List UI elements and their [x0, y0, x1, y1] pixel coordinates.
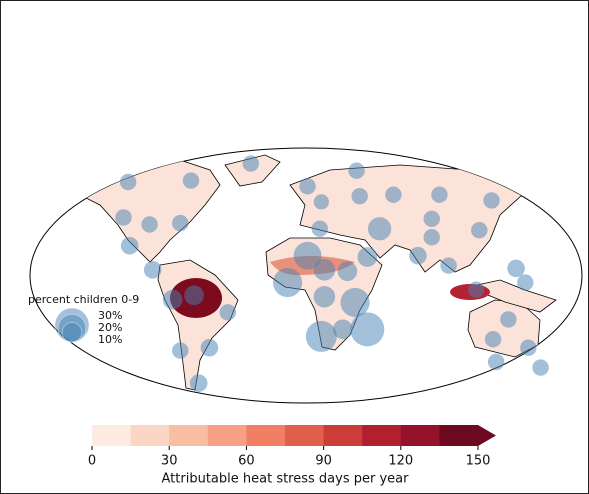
- colorbar-extend: [478, 425, 496, 446]
- colorbar-tick-label: 90: [315, 454, 332, 469]
- bubble: [500, 311, 517, 328]
- colorbar-bin: [246, 425, 286, 446]
- legend-label: 20%: [98, 321, 122, 334]
- colorbar-bin: [400, 425, 440, 446]
- bubble: [172, 214, 189, 232]
- bubble: [350, 312, 385, 347]
- bubble: [385, 186, 402, 203]
- bubble: [423, 210, 440, 228]
- colorbar-tick-label: 30: [161, 454, 178, 469]
- colorbar-tick-label: 0: [88, 454, 96, 469]
- bubble: [119, 173, 137, 191]
- bubble: [184, 285, 204, 306]
- bubble: [484, 331, 502, 348]
- bubble: [162, 289, 183, 310]
- bubble: [313, 259, 336, 281]
- bubble: [332, 319, 353, 340]
- colorbar-tick-label: 150: [466, 454, 491, 469]
- bubble: [305, 320, 337, 352]
- bubble: [189, 374, 208, 392]
- bubble: [351, 187, 368, 205]
- bubble: [487, 353, 505, 371]
- bubble: [313, 285, 336, 308]
- bubble: [182, 172, 200, 189]
- legend-bubble: [61, 321, 83, 343]
- bubble: [423, 229, 440, 246]
- bubble: [467, 281, 485, 298]
- bubble: [532, 359, 549, 376]
- size-legend: 30%20%10%: [54, 307, 122, 346]
- bubble: [471, 221, 488, 239]
- bubble: [115, 209, 132, 226]
- bubble: [409, 246, 427, 265]
- colorbar-bin: [285, 425, 325, 446]
- colorbar-tick-label: 60: [238, 454, 255, 469]
- bubble: [357, 247, 378, 267]
- colorbar-tick-label: 120: [388, 454, 413, 469]
- legend-title: percent children 0-9: [28, 293, 139, 306]
- bubble: [293, 241, 322, 270]
- bubble: [337, 261, 358, 282]
- colorbar-bin: [439, 425, 479, 446]
- bubble: [483, 192, 500, 209]
- bubble: [340, 287, 370, 317]
- bubble: [517, 274, 534, 291]
- bubble: [200, 338, 219, 357]
- colorbar-label: Attributable heat stress days per year: [162, 472, 410, 487]
- bubble: [348, 162, 365, 179]
- bubble: [299, 178, 316, 195]
- colorbar-bin: [362, 425, 402, 446]
- colorbar-bin: [207, 425, 247, 446]
- maritime-asia: [466, 279, 557, 313]
- legend-label: 30%: [98, 309, 122, 322]
- bubble: [141, 216, 158, 233]
- bubble: [273, 268, 303, 298]
- colorbar-bin: [92, 425, 132, 446]
- bubble: [440, 257, 457, 274]
- legend-label: 10%: [98, 333, 122, 346]
- bubble: [120, 236, 139, 255]
- colorbar-bin: [323, 425, 363, 446]
- bubble: [242, 155, 260, 172]
- colorbar-bin: [130, 425, 170, 446]
- bubble: [311, 220, 329, 237]
- bubble: [367, 217, 392, 241]
- bubble: [431, 186, 448, 203]
- colorbar: 0 30 60 90 120 150: [88, 425, 496, 469]
- bubble: [172, 342, 189, 359]
- bubble: [313, 194, 329, 210]
- bubble: [507, 259, 525, 278]
- bubble: [143, 261, 162, 279]
- colorbar-bin: [169, 425, 209, 446]
- bubble: [219, 304, 237, 321]
- bubbles: [115, 155, 549, 392]
- bubble: [520, 339, 537, 356]
